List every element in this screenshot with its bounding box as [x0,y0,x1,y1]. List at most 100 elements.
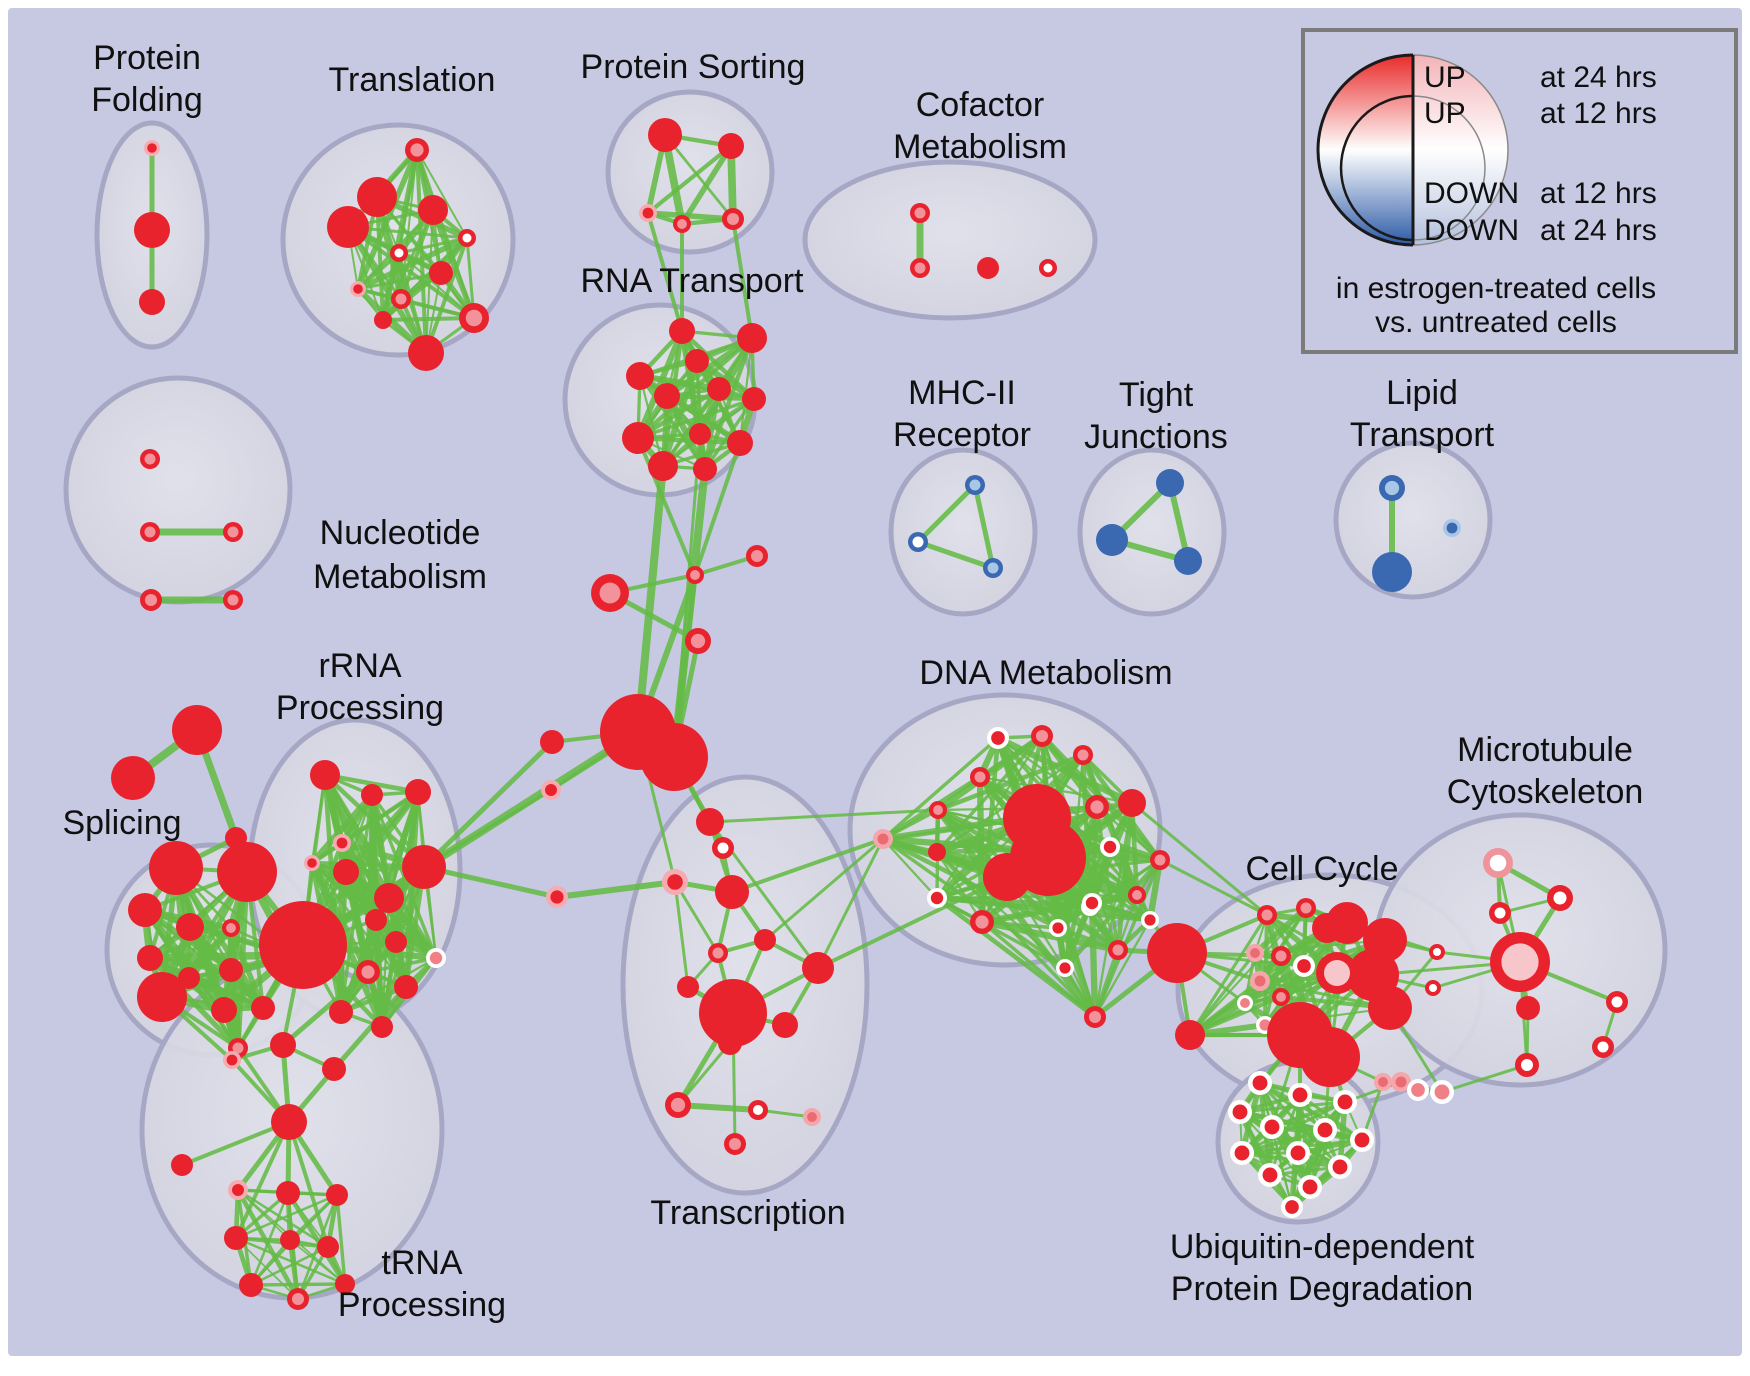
network-node-center [1489,854,1507,872]
edge-transcription [676,1041,732,1107]
network-node-center [987,562,999,574]
edge-mhc-ii-receptor [972,482,996,571]
network-node-center [975,915,989,929]
network-node-center [226,1054,238,1066]
edge-translation [381,251,401,322]
network-node [669,318,695,344]
edge-cell-cycle [1188,951,1257,1037]
edge-dna-metabolism [881,837,939,900]
edge-dna-metabolism [1093,858,1162,1019]
network-node-center [912,536,924,548]
network-node-center [1154,854,1166,866]
network-node [310,760,340,790]
network-node [718,1031,742,1055]
edge-dna-metabolism [980,901,1094,924]
inter-cluster-edge [1130,801,1269,917]
network-node [171,1154,193,1176]
network-node [742,387,766,411]
edge-dna-metabolism [980,920,1097,1019]
cluster-label-microtubule-cytoskeleton: Cytoskeleton [1447,773,1644,811]
legend-circle-half [1413,96,1485,240]
edge-dna-metabolism [1093,918,1152,1019]
edge-dna-metabolism [934,895,1098,1020]
network-node-center [1411,1083,1425,1097]
network-node-center [1052,922,1064,934]
edge-dna-metabolism [935,896,1067,970]
cluster-label-cell-cycle: Cell Cycle [1245,850,1398,888]
cluster-label-microtubule-cytoskeleton: Microtubule [1457,731,1633,769]
network-node-center [1434,1084,1450,1100]
network-node-center [1553,891,1567,905]
cluster-label-splicing: Splicing [62,804,181,842]
edge-rna-transport [636,397,756,440]
network-node [365,909,387,931]
network-node [405,779,431,805]
network-node [402,845,446,889]
network-node-center [1259,1019,1271,1031]
inter-cluster-edge [816,875,1009,970]
cluster-label-rna-transport: RNA Transport [581,262,805,300]
network-node [394,975,418,999]
network-node [677,976,699,998]
edge-ubiquitin-degradation [1289,1127,1328,1210]
network-node-center [667,874,683,890]
network-node-center [1234,1145,1250,1161]
edge-ubiquitin-degradation [1240,1128,1327,1155]
network-node [1118,789,1146,817]
inter-cluster-edge [672,432,702,759]
network-node-center [807,1112,817,1122]
inter-cluster-edge [287,1120,330,1249]
edge-cell-cycle [1188,906,1308,1037]
network-node-center [1395,1076,1407,1088]
network-nodes [111,118,1628,1310]
edge-dna-metabolism [1088,899,1099,1021]
network-node-center [395,293,407,305]
edge-rna-transport [634,327,686,442]
edge-dna-metabolism [1106,843,1154,924]
edge-cell-cycle [1187,970,1340,1038]
network-node-center [462,233,472,243]
network-node [1300,1027,1360,1087]
cluster-label-trna-processing: tRNA [381,1244,463,1282]
network-node-center [1354,1132,1370,1148]
edge-dna-metabolism [934,732,1046,814]
network-node-center [1232,1104,1248,1120]
inter-cluster-edge [708,808,940,824]
edge-rna-transport [635,435,743,446]
network-node-center [712,947,724,959]
network-node-center [1521,1059,1533,1071]
network-node [371,1016,393,1038]
network-node-center [429,951,443,965]
network-node [1368,986,1412,1030]
legend-footer: in estrogen-treated cells [1336,272,1656,305]
edge-trna-hexagon [234,1193,339,1240]
edge-transcription [673,880,720,955]
cluster-label-mhc-ii-receptor: MHC-II [908,374,1016,412]
cluster-label-tight-junctions: Junctions [1084,418,1228,456]
edge-translation [375,195,385,322]
network-node-center [1103,840,1117,854]
network-node-center [394,248,404,258]
cluster-label-mhc-ii-receptor: Receptor [893,416,1031,454]
network-node-center [1337,1094,1353,1110]
inter-cluster-edge [763,837,885,942]
network-node [259,901,347,989]
network-node [137,972,187,1022]
network-node-center [147,143,157,153]
edge-mhc-ii-receptor [915,482,978,545]
network-node [149,841,203,895]
network-node [408,335,444,371]
inter-cluster-edge [280,969,371,1048]
legend-inner-arc [1339,94,1414,242]
edge-cell-cycle [1188,913,1269,1037]
network-node [270,1032,296,1058]
network-node-center [227,594,239,606]
cluster-shell-lipid-transport [1333,440,1493,600]
network-node [361,784,383,806]
network-node [737,323,767,353]
network-node [134,212,170,248]
network-node [707,377,731,401]
network-node [172,705,222,755]
inter-cluster-edge [646,211,684,333]
network-node-center [1264,1119,1280,1135]
